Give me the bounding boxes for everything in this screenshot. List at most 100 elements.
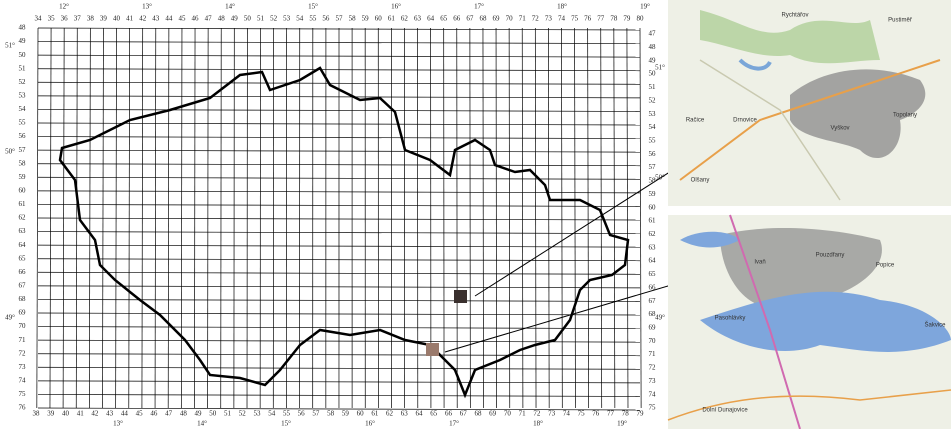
column-label: 43 — [106, 410, 114, 418]
column-label: 66 — [445, 410, 453, 418]
degree-label: 13° — [142, 3, 152, 11]
row-label: 59 — [649, 190, 657, 198]
column-label: 60 — [375, 15, 383, 23]
degree-label: 49° — [5, 314, 15, 322]
grid-line — [496, 28, 497, 408]
column-label: 72 — [533, 410, 541, 418]
degree-label: 51° — [655, 64, 665, 72]
column-label: 64 — [416, 410, 424, 418]
column-label: 63 — [414, 15, 422, 23]
degree-label: 51° — [5, 42, 15, 50]
column-label: 58 — [349, 15, 357, 23]
degree-label: 15° — [281, 420, 291, 428]
place-name: Vyškov — [830, 126, 849, 132]
row-label: 56 — [649, 150, 657, 158]
column-label: 80 — [637, 15, 645, 23]
row-label: 66 — [19, 268, 27, 276]
row-label: 48 — [19, 24, 27, 32]
column-label: 39 — [100, 15, 108, 23]
place-name: Šakvice — [924, 322, 946, 329]
column-label: 58 — [327, 410, 335, 418]
column-label: 76 — [584, 15, 592, 23]
column-label: 77 — [597, 15, 605, 23]
column-label: 68 — [479, 15, 487, 23]
grid-line — [181, 28, 182, 408]
inset-map-top: RychtářovPustiměřDrnoviceVyškovRačiceOlš… — [668, 0, 951, 206]
grid-line — [561, 28, 562, 408]
row-label: 72 — [19, 349, 27, 357]
inset-map-bottom: PasohlávkyPouzdřanyPopiceŠakviceIvaňDoln… — [668, 215, 951, 429]
grid-line — [89, 28, 90, 408]
column-label: 40 — [113, 15, 121, 23]
column-label: 75 — [571, 15, 579, 23]
column-label: 54 — [268, 410, 276, 418]
row-label: 49 — [19, 37, 27, 45]
grid-square — [426, 343, 439, 356]
column-label: 70 — [506, 15, 514, 23]
column-label: 61 — [371, 410, 379, 418]
column-label: 63 — [401, 410, 409, 418]
place-name: Popice — [876, 263, 895, 269]
row-label: 73 — [649, 377, 657, 385]
column-label: 68 — [474, 410, 482, 418]
row-label: 65 — [649, 270, 657, 278]
row-label: 74 — [649, 390, 657, 398]
column-label: 56 — [322, 15, 330, 23]
row-label: 55 — [649, 136, 657, 144]
row-label: 62 — [19, 214, 27, 222]
column-label: 47 — [205, 15, 213, 23]
column-label: 70 — [504, 410, 512, 418]
place-name: Pasohlávky — [715, 316, 746, 322]
column-label: 45 — [136, 410, 144, 418]
degree-label: 16° — [365, 420, 375, 428]
row-label: 64 — [649, 257, 657, 265]
column-label: 42 — [91, 410, 99, 418]
grid-line — [575, 28, 576, 408]
grid-line — [103, 28, 104, 408]
grid-line — [640, 28, 641, 408]
place-name: Račice — [686, 118, 705, 124]
row-label: 75 — [19, 390, 27, 398]
grid-line — [37, 28, 38, 408]
degree-label: 50° — [655, 174, 665, 182]
column-label: 64 — [427, 15, 435, 23]
degree-label: 49° — [655, 314, 665, 322]
column-label: 41 — [77, 410, 85, 418]
row-label: 60 — [19, 186, 27, 194]
column-label: 60 — [357, 410, 365, 418]
row-label: 54 — [19, 105, 27, 113]
column-label: 37 — [74, 15, 82, 23]
degree-label: 19° — [640, 3, 650, 11]
column-label: 73 — [545, 15, 553, 23]
row-label: 74 — [19, 376, 27, 384]
degree-label: 19° — [617, 420, 627, 428]
column-label: 53 — [253, 410, 261, 418]
column-label: 62 — [401, 15, 409, 23]
column-label: 52 — [239, 410, 247, 418]
column-label: 52 — [270, 15, 278, 23]
column-label: 71 — [519, 410, 527, 418]
row-label: 69 — [19, 309, 27, 317]
place-name: Drnovice — [733, 118, 757, 124]
column-label: 38 — [33, 410, 41, 418]
row-label: 61 — [649, 217, 657, 225]
row-label: 52 — [649, 96, 657, 104]
place-name: Dolní Dunajovice — [702, 408, 748, 414]
degree-label: 17° — [449, 420, 459, 428]
degree-label: 14° — [197, 420, 207, 428]
row-label: 57 — [19, 146, 27, 154]
row-label: 61 — [19, 200, 27, 208]
column-label: 50 — [209, 410, 217, 418]
row-label: 57 — [649, 163, 657, 171]
row-label: 68 — [19, 295, 27, 303]
column-label: 71 — [519, 15, 527, 23]
grid-line — [168, 28, 169, 408]
column-label: 56 — [298, 410, 306, 418]
column-label: 65 — [430, 410, 438, 418]
row-label: 70 — [19, 322, 27, 330]
row-label: 71 — [19, 336, 27, 344]
grid-line — [522, 28, 523, 408]
grid-line — [548, 28, 549, 408]
place-name: Pustiměř — [888, 18, 913, 24]
